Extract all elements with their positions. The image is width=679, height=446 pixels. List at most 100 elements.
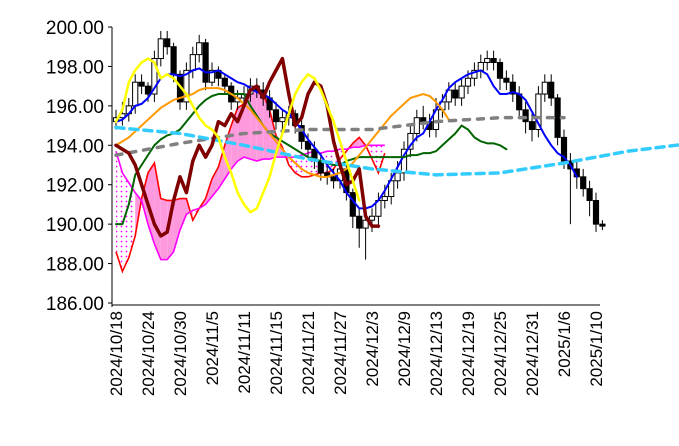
candle: [138, 74, 145, 95]
candle-body-up: [464, 77, 472, 87]
candle: [599, 220, 606, 231]
candle: [157, 30, 164, 67]
cloud-segment: [160, 198, 168, 260]
cloud-segment: [173, 198, 180, 252]
candle: [400, 141, 408, 181]
candle-body-down: [144, 85, 152, 95]
x-tick-label: 2024/10/24: [139, 311, 158, 396]
candle-body-up: [189, 54, 196, 71]
candle-body-up: [381, 196, 388, 201]
cloud-segment: [256, 86, 264, 162]
candle: [151, 50, 158, 102]
candle-body-down: [452, 89, 459, 99]
candle: [471, 62, 478, 87]
candle-body-up: [394, 172, 401, 182]
cloud-segment: [116, 151, 123, 272]
indicator-lines: [114, 56, 679, 238]
candle-body-down: [560, 136, 568, 162]
candle-body-up: [157, 38, 164, 60]
candle: [125, 97, 132, 122]
candle-body-up: [132, 81, 139, 107]
y-tick-label: 194.00: [46, 136, 104, 157]
x-tick-label: 2024/12/9: [395, 311, 414, 387]
y-tick-label: 200.00: [46, 18, 104, 39]
candle-body-up: [279, 117, 286, 123]
x-tick-label: 2024/12/13: [427, 311, 446, 396]
candle-body-down: [503, 77, 510, 83]
x-tick-label: 2024/11/15: [267, 311, 286, 395]
cloud-segment: [122, 172, 129, 272]
candle-body-down: [272, 109, 280, 123]
candle: [496, 58, 504, 91]
candle: [349, 188, 356, 229]
candle: [356, 208, 363, 248]
axes: 200.00 198.00 196.00 194.00 192.00 190.00 188.…: [46, 18, 606, 396]
candle-body-down: [509, 81, 516, 95]
candle: [509, 74, 516, 102]
x-tick-label: 2024/11/5: [203, 311, 222, 385]
candle-body-down: [164, 38, 171, 48]
candle: [554, 94, 561, 146]
candle: [580, 168, 587, 197]
candle: [535, 86, 542, 138]
senkou-span-b: [115, 144, 385, 261]
y-tick-label: 198.00: [46, 57, 104, 78]
candle: [202, 38, 209, 91]
candle: [541, 74, 548, 102]
candle: [183, 62, 190, 110]
candle: [208, 62, 216, 87]
x-tick-label: 2024/11/11: [235, 311, 254, 394]
x-tick-label: 2024/12/31: [523, 311, 542, 396]
y-tick-label: 190.00: [46, 215, 104, 236]
series-line: [114, 57, 361, 214]
candle: [164, 30, 171, 55]
y-tick-label: 192.00: [46, 176, 104, 197]
candle: [368, 208, 376, 233]
candle: [516, 86, 523, 118]
candle-body-down: [356, 215, 363, 229]
candle: [548, 74, 555, 106]
candle: [304, 133, 312, 158]
candle-body-down: [221, 77, 228, 87]
candle-body-down: [138, 81, 145, 87]
x-tick-label: 2024/10/30: [171, 311, 190, 396]
x-tick-label: 2024/12/19: [459, 311, 478, 396]
candle: [420, 105, 427, 130]
cloud-segment: [372, 145, 379, 173]
x-tick-label: 2024/12/3: [363, 311, 382, 387]
candle: [196, 34, 203, 63]
y-tick-label: 186.00: [46, 294, 104, 315]
candle-body-down: [548, 81, 555, 99]
x-tick-label: 2024/12/25: [491, 311, 510, 396]
cloud-segment: [250, 86, 257, 162]
candle: [503, 70, 510, 91]
candle: [592, 192, 600, 233]
candle: [458, 78, 465, 106]
candle: [586, 180, 593, 217]
candle-body-up: [471, 69, 478, 79]
y-tick-label: 188.00: [46, 255, 104, 276]
candle: [189, 46, 196, 79]
cloud-segment: [180, 198, 187, 231]
candle-body-down: [592, 199, 600, 225]
series-line: [114, 115, 566, 157]
series-line: [115, 67, 578, 210]
candle: [477, 54, 484, 79]
candle-body-down: [554, 97, 561, 138]
candle-body-down: [330, 176, 337, 182]
candle: [362, 212, 369, 260]
candle-body-up: [541, 81, 548, 95]
candle: [279, 109, 286, 130]
x-tick-label: 2024/10/18: [107, 311, 126, 396]
candle-body-down: [580, 176, 587, 190]
candle-body-up: [535, 93, 542, 131]
candle-body-down: [490, 58, 497, 63]
candle: [484, 50, 491, 71]
x-tick-label: 2025/1/10: [587, 311, 606, 387]
candle-body-down: [349, 192, 356, 217]
candle-body-down: [202, 42, 209, 83]
candle: [490, 50, 497, 71]
candle: [407, 125, 414, 158]
